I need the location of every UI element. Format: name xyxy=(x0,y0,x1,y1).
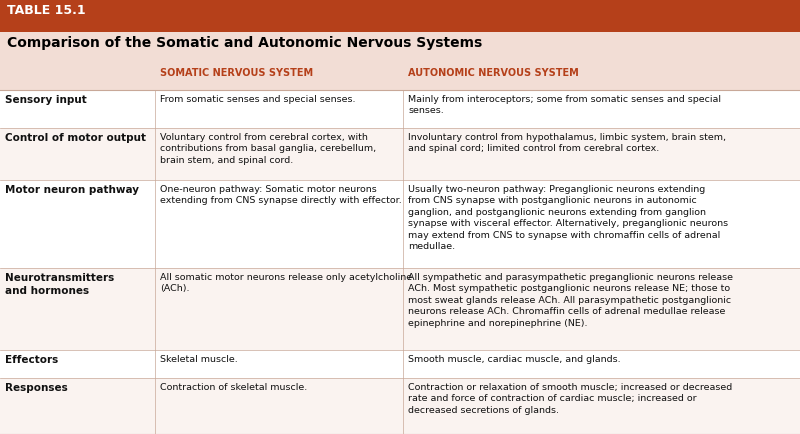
Text: Responses: Responses xyxy=(5,383,68,393)
Bar xyxy=(0,350,800,378)
Text: Involuntary control from hypothalamus, limbic system, brain stem,
and spinal cor: Involuntary control from hypothalamus, l… xyxy=(408,133,726,154)
Text: Voluntary control from cerebral cortex, with
contributions from basal ganglia, c: Voluntary control from cerebral cortex, … xyxy=(160,133,376,165)
Bar xyxy=(0,90,800,128)
Text: All sympathetic and parasympathetic preganglionic neurons release
ACh. Most symp: All sympathetic and parasympathetic preg… xyxy=(408,273,733,328)
Bar xyxy=(0,268,800,350)
Bar xyxy=(0,180,800,268)
Text: Contraction of skeletal muscle.: Contraction of skeletal muscle. xyxy=(160,383,307,392)
Text: All somatic motor neurons release only acetylcholine
(ACh).: All somatic motor neurons release only a… xyxy=(160,273,412,293)
Text: Skeletal muscle.: Skeletal muscle. xyxy=(160,355,238,364)
Text: Effectors: Effectors xyxy=(5,355,58,365)
Text: TABLE 15.1: TABLE 15.1 xyxy=(7,4,86,17)
Text: Contraction or relaxation of smooth muscle; increased or decreased
rate and forc: Contraction or relaxation of smooth musc… xyxy=(408,383,732,415)
Text: Usually two-neuron pathway: Preganglionic neurons extending
from CNS synapse wit: Usually two-neuron pathway: Preganglioni… xyxy=(408,185,728,251)
Text: One-neuron pathway: Somatic motor neurons
extending from CNS synapse directly wi: One-neuron pathway: Somatic motor neuron… xyxy=(160,185,402,205)
Text: AUTONOMIC NERVOUS SYSTEM: AUTONOMIC NERVOUS SYSTEM xyxy=(408,68,578,78)
Text: Comparison of the Somatic and Autonomic Nervous Systems: Comparison of the Somatic and Autonomic … xyxy=(7,36,482,50)
Text: Control of motor output: Control of motor output xyxy=(5,133,146,143)
Text: Sensory input: Sensory input xyxy=(5,95,86,105)
Bar xyxy=(0,64,800,90)
Bar xyxy=(0,32,800,64)
Text: SOMATIC NERVOUS SYSTEM: SOMATIC NERVOUS SYSTEM xyxy=(160,68,313,78)
Text: Neurotransmitters
and hormones: Neurotransmitters and hormones xyxy=(5,273,114,296)
Bar xyxy=(0,378,800,434)
Text: Motor neuron pathway: Motor neuron pathway xyxy=(5,185,139,195)
Text: From somatic senses and special senses.: From somatic senses and special senses. xyxy=(160,95,355,104)
Bar xyxy=(0,0,800,32)
Text: Smooth muscle, cardiac muscle, and glands.: Smooth muscle, cardiac muscle, and gland… xyxy=(408,355,621,364)
Text: Mainly from interoceptors; some from somatic senses and special
senses.: Mainly from interoceptors; some from som… xyxy=(408,95,721,115)
Bar xyxy=(0,128,800,180)
